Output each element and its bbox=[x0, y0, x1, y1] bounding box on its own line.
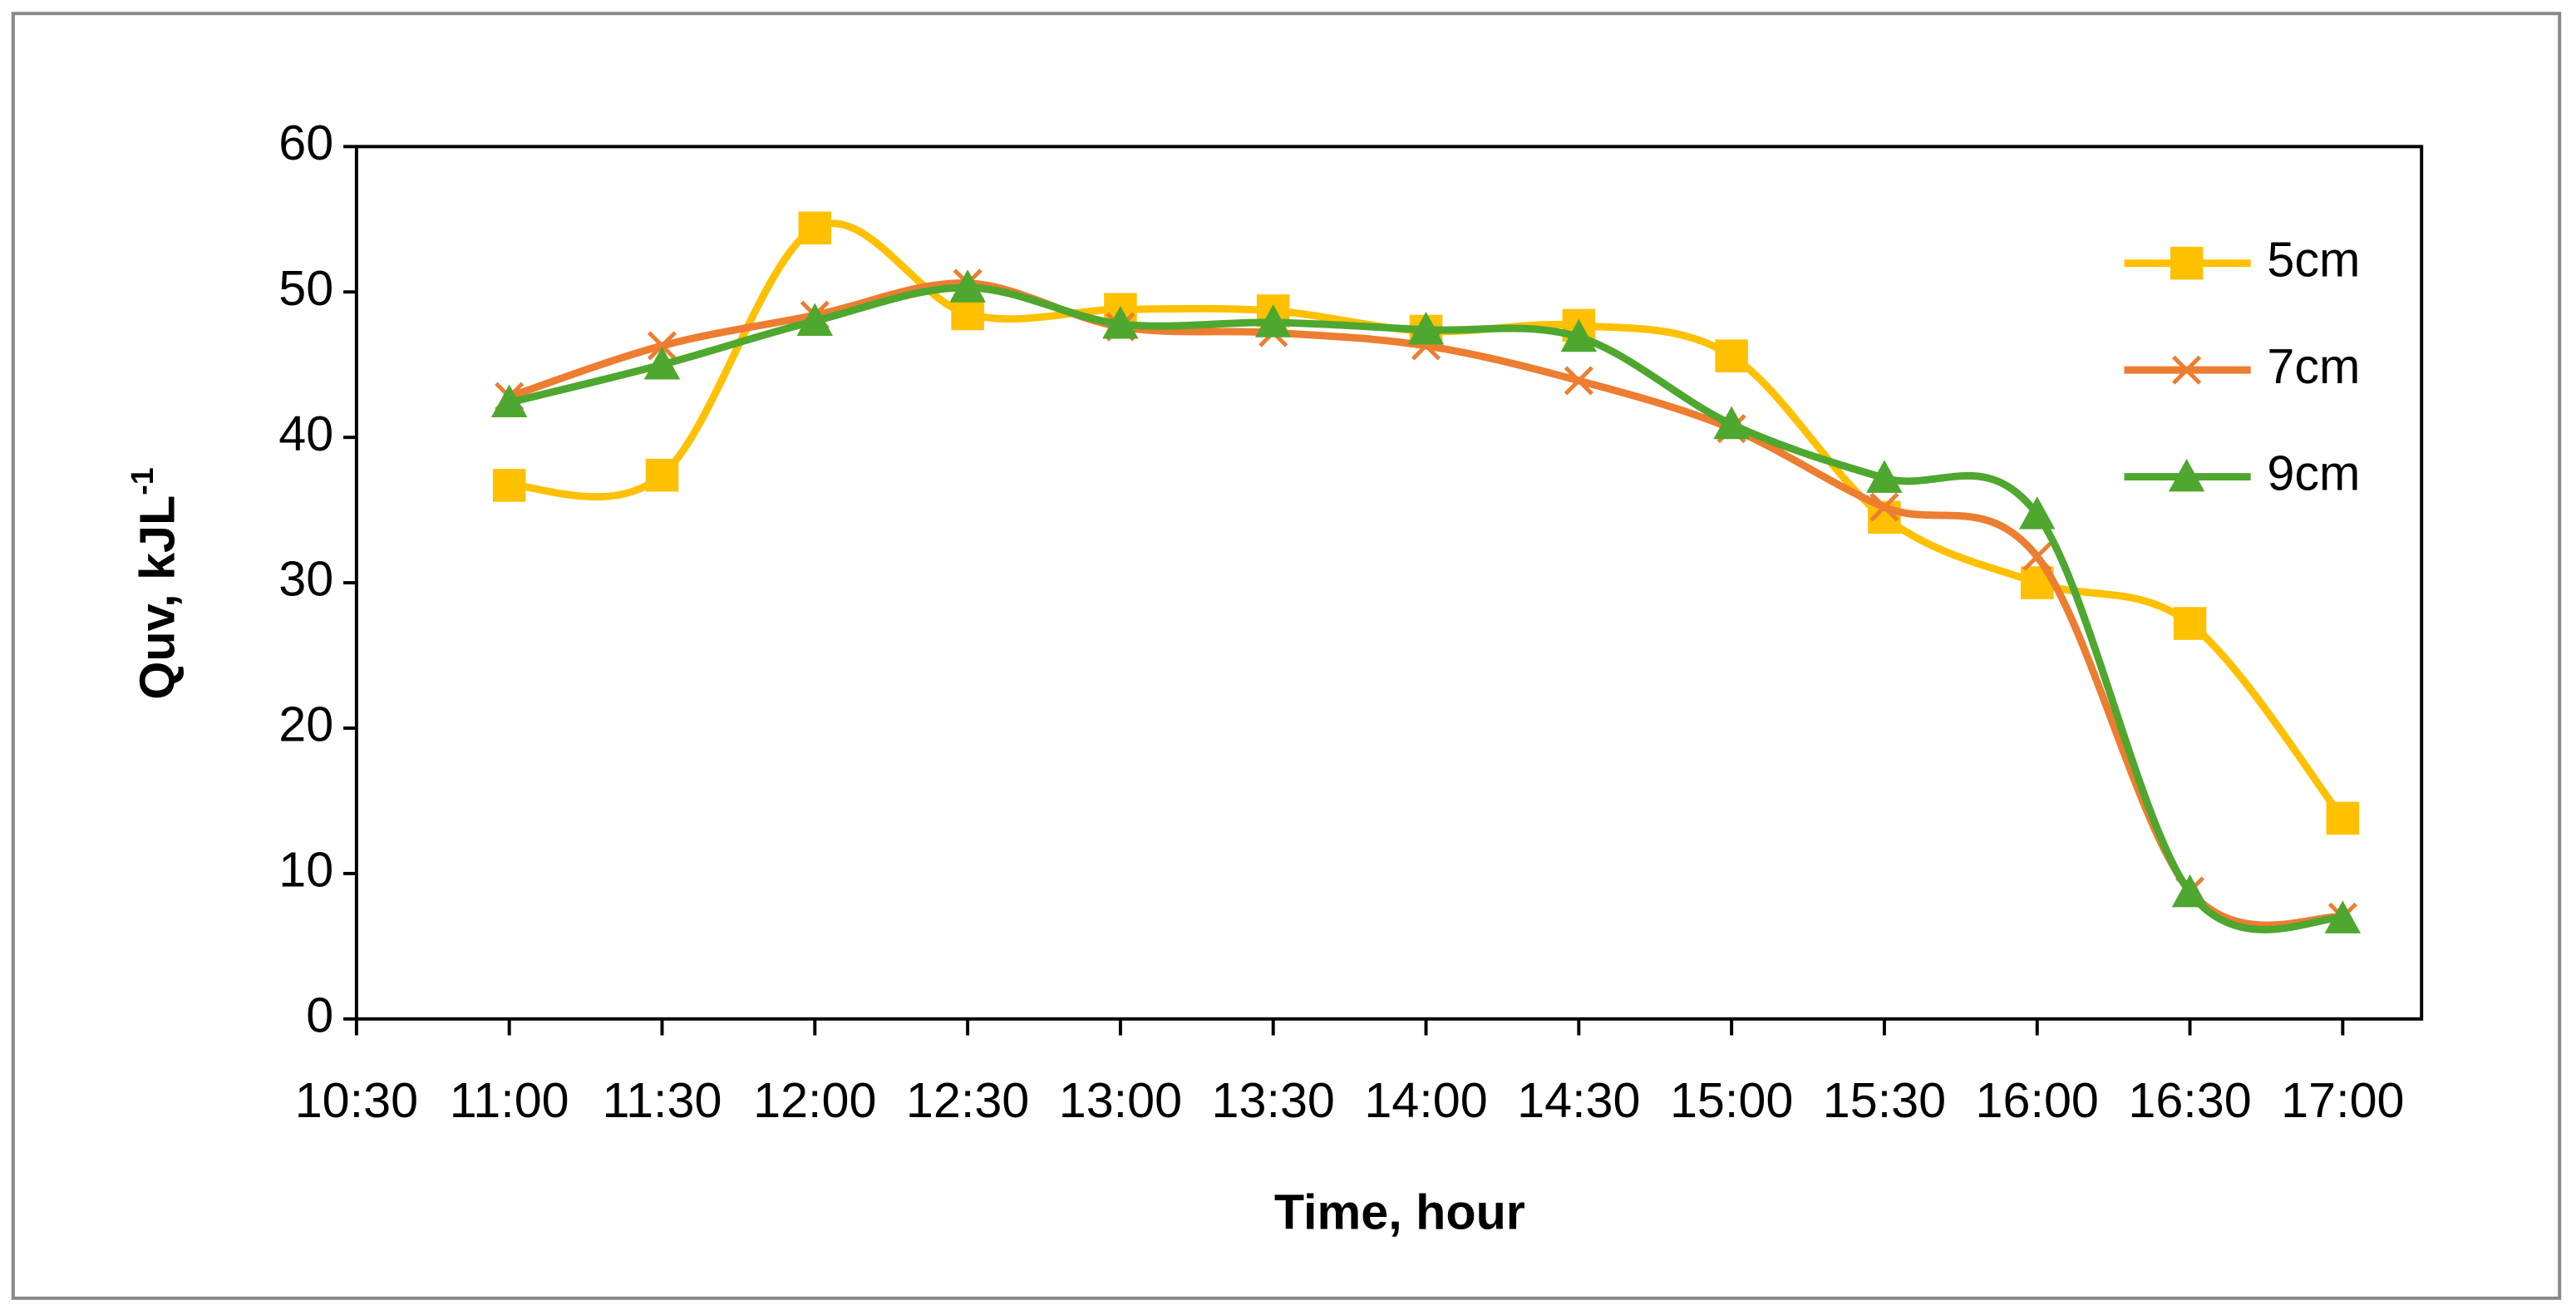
x-tick-label: 16:30 bbox=[2128, 1072, 2251, 1128]
x-tick-label: 12:00 bbox=[753, 1072, 876, 1128]
x-tick-label: 11:30 bbox=[603, 1072, 722, 1128]
y-axis-label-text: Quv, kJL bbox=[129, 495, 185, 700]
x-axis-label: Time, hour bbox=[1274, 1184, 1525, 1240]
legend-marker bbox=[2170, 246, 2204, 280]
x-tick-label: 10:30 bbox=[295, 1072, 418, 1128]
y-tick-label: 30 bbox=[278, 551, 333, 607]
y-tick-label: 60 bbox=[278, 115, 333, 170]
x-tick-label: 16:00 bbox=[1976, 1072, 2099, 1128]
x-tick-label: 14:30 bbox=[1517, 1072, 1640, 1128]
x-tick-label: 11:00 bbox=[450, 1072, 569, 1128]
legend-marker bbox=[2168, 458, 2205, 492]
data-point bbox=[1407, 311, 1445, 345]
data-point bbox=[492, 469, 526, 502]
y-axis-label: Quv, kJL-1 bbox=[125, 467, 185, 699]
legend-label: 7cm bbox=[2267, 338, 2360, 394]
data-point bbox=[1713, 406, 1750, 440]
y-tick-label: 0 bbox=[306, 987, 333, 1042]
data-point bbox=[645, 458, 679, 492]
data-point bbox=[647, 331, 677, 361]
series-line bbox=[508, 283, 2344, 933]
data-point bbox=[2324, 900, 2362, 933]
y-axis-label-sup: -1 bbox=[125, 467, 160, 495]
y-tick-label: 50 bbox=[278, 260, 333, 316]
data-point bbox=[2173, 607, 2207, 640]
data-point bbox=[1866, 460, 1903, 493]
x-tick-label: 15:30 bbox=[1823, 1072, 1946, 1128]
legend-marker bbox=[2172, 355, 2202, 385]
x-tick-label: 14:00 bbox=[1364, 1072, 1487, 1128]
y-tick-label: 40 bbox=[278, 406, 333, 461]
data-point bbox=[1715, 339, 1748, 372]
legend-label: 9cm bbox=[2267, 445, 2360, 500]
data-point bbox=[2022, 542, 2052, 572]
series-line bbox=[508, 279, 2344, 929]
chart-border bbox=[11, 12, 2562, 1300]
x-tick-label: 17:00 bbox=[2281, 1072, 2404, 1128]
data-point bbox=[1102, 305, 1139, 339]
x-tick-label: 15:00 bbox=[1670, 1072, 1793, 1128]
data-point bbox=[1560, 318, 1598, 352]
x-tick-label: 13:00 bbox=[1059, 1072, 1182, 1128]
data-point bbox=[1564, 366, 1593, 396]
data-point bbox=[2171, 874, 2209, 908]
y-tick-label: 10 bbox=[278, 842, 333, 898]
data-point bbox=[1869, 492, 1899, 522]
data-point bbox=[1254, 304, 1292, 337]
data-point bbox=[2018, 496, 2056, 529]
data-point bbox=[949, 269, 986, 303]
data-point bbox=[798, 211, 832, 245]
data-point bbox=[951, 297, 984, 331]
data-point bbox=[643, 346, 681, 380]
x-tick-label: 12:30 bbox=[906, 1072, 1029, 1128]
data-point bbox=[2326, 801, 2360, 835]
data-point bbox=[490, 384, 528, 417]
data-point bbox=[796, 303, 834, 337]
y-tick-label: 20 bbox=[278, 697, 333, 752]
legend-label: 5cm bbox=[2267, 231, 2360, 287]
x-tick-label: 13:30 bbox=[1212, 1072, 1335, 1128]
